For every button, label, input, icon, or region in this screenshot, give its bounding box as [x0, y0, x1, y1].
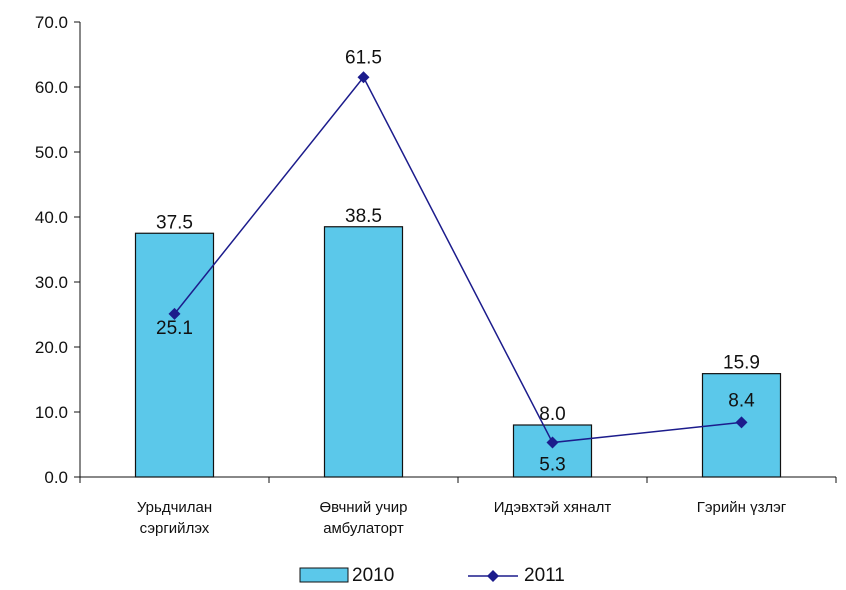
line-label-2011: 61.5 [345, 47, 382, 68]
line-label-2011: 25.1 [156, 318, 193, 339]
line-label-2011: 5.3 [539, 455, 565, 476]
bar-label-2010: 8.0 [539, 404, 565, 425]
bar-label-2010: 38.5 [345, 206, 382, 227]
legend: 2010 2011 [299, 565, 565, 586]
x-category-label: Өвчний учир амбулаторт [319, 499, 407, 537]
x-category-label-line: Урьдчилан [137, 499, 212, 516]
y-tick-label: 40.0 [35, 208, 68, 227]
x-category-label: Идэвхтэй хяналт [494, 499, 612, 516]
line-marker-2011 [735, 416, 748, 429]
x-category-label-line: Гэрийн үзлэг [697, 499, 787, 516]
x-category-label: Урьдчилан сэргийлэх [137, 499, 212, 537]
y-tick-label: 60.0 [35, 78, 68, 97]
line-label-2011: 8.4 [728, 390, 755, 411]
y-tick-label: 50.0 [35, 143, 68, 162]
bar-2010 [512, 424, 593, 478]
y-tick-label: 70.0 [35, 13, 68, 32]
legend-label-2011: 2011 [524, 565, 565, 586]
legend-label-2010: 2010 [352, 565, 394, 586]
y-tick-label: 10.0 [35, 403, 68, 422]
y-tick-label: 30.0 [35, 273, 68, 292]
x-category-label-line: Идэвхтэй хяналт [494, 499, 612, 516]
line-path-2011 [173, 75, 742, 444]
x-category-label-line: сэргийлэх [140, 520, 210, 537]
bar-2010 [323, 226, 404, 478]
y-tick-label: 20.0 [35, 338, 68, 357]
line-marker-2011 [546, 436, 559, 449]
x-category-label: Гэрийн үзлэг [697, 499, 787, 516]
bar-label-2010: 15.9 [723, 353, 760, 374]
x-category-label-line: Өвчний учир [319, 499, 407, 516]
line-2011: 25.1 61.5 5.3 8.4 [156, 47, 755, 475]
legend-swatch-2010 [299, 567, 349, 583]
line-marker-2011 [168, 307, 181, 320]
x-axis-labels: Урьдчилан сэргийлэх Өвчний учир амбулаторт И… [137, 499, 787, 537]
x-category-label-line: амбулаторт [323, 520, 404, 537]
bar-label-2010: 37.5 [156, 212, 193, 233]
bars-2010: 37.5 38.5 8.0 15.9 [134, 206, 782, 478]
bar-2010 [134, 232, 215, 478]
y-tick-label: 0.0 [44, 468, 68, 487]
legend-marker-2011 [487, 570, 499, 582]
line-marker-2011 [357, 71, 370, 84]
